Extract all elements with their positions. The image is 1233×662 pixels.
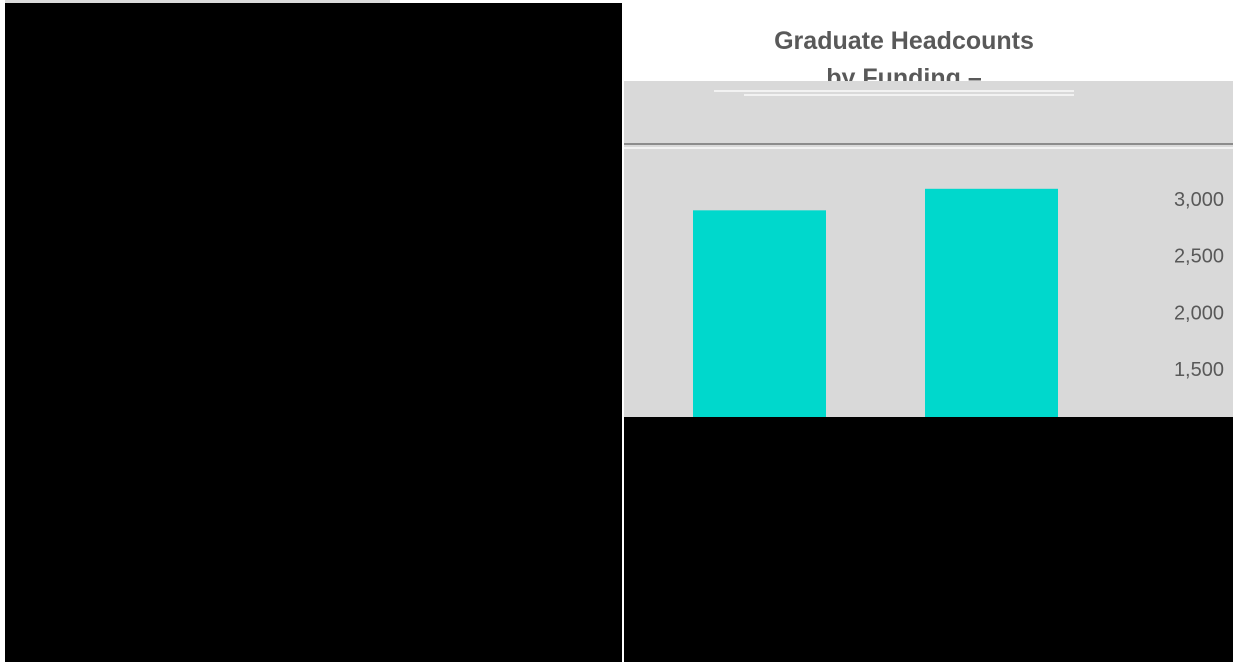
render-artifact: [744, 94, 1074, 96]
y-tick-label: 2,500: [1174, 246, 1224, 268]
chart-title: Graduate Headcounts: [774, 27, 1034, 55]
plot-area: 1,500 2,000 2,500 3,000: [624, 81, 1233, 417]
render-artifact: [624, 147, 1233, 149]
bar-1: [693, 210, 826, 417]
render-artifact: [624, 143, 1233, 145]
redacted-bottom-region: [624, 417, 1233, 662]
bar-chart-svg: 1,500 2,000 2,500 3,000: [693, 188, 1224, 417]
bar-2: [925, 188, 1058, 417]
top-divider-line: [5, 0, 390, 3]
y-tick-label: 1,500: [1174, 359, 1224, 381]
render-artifact: [714, 90, 1074, 92]
redacted-left-region: [5, 3, 622, 662]
chart-subtitle: by Funding –: [826, 64, 982, 81]
y-tick-label: 3,000: [1174, 189, 1224, 211]
chart-panel: Graduate Headcounts by Funding – 1,500 2,…: [624, 3, 1233, 417]
y-tick-label: 2,000: [1174, 302, 1224, 324]
chart-title-area: Graduate Headcounts by Funding –: [624, 3, 1233, 81]
